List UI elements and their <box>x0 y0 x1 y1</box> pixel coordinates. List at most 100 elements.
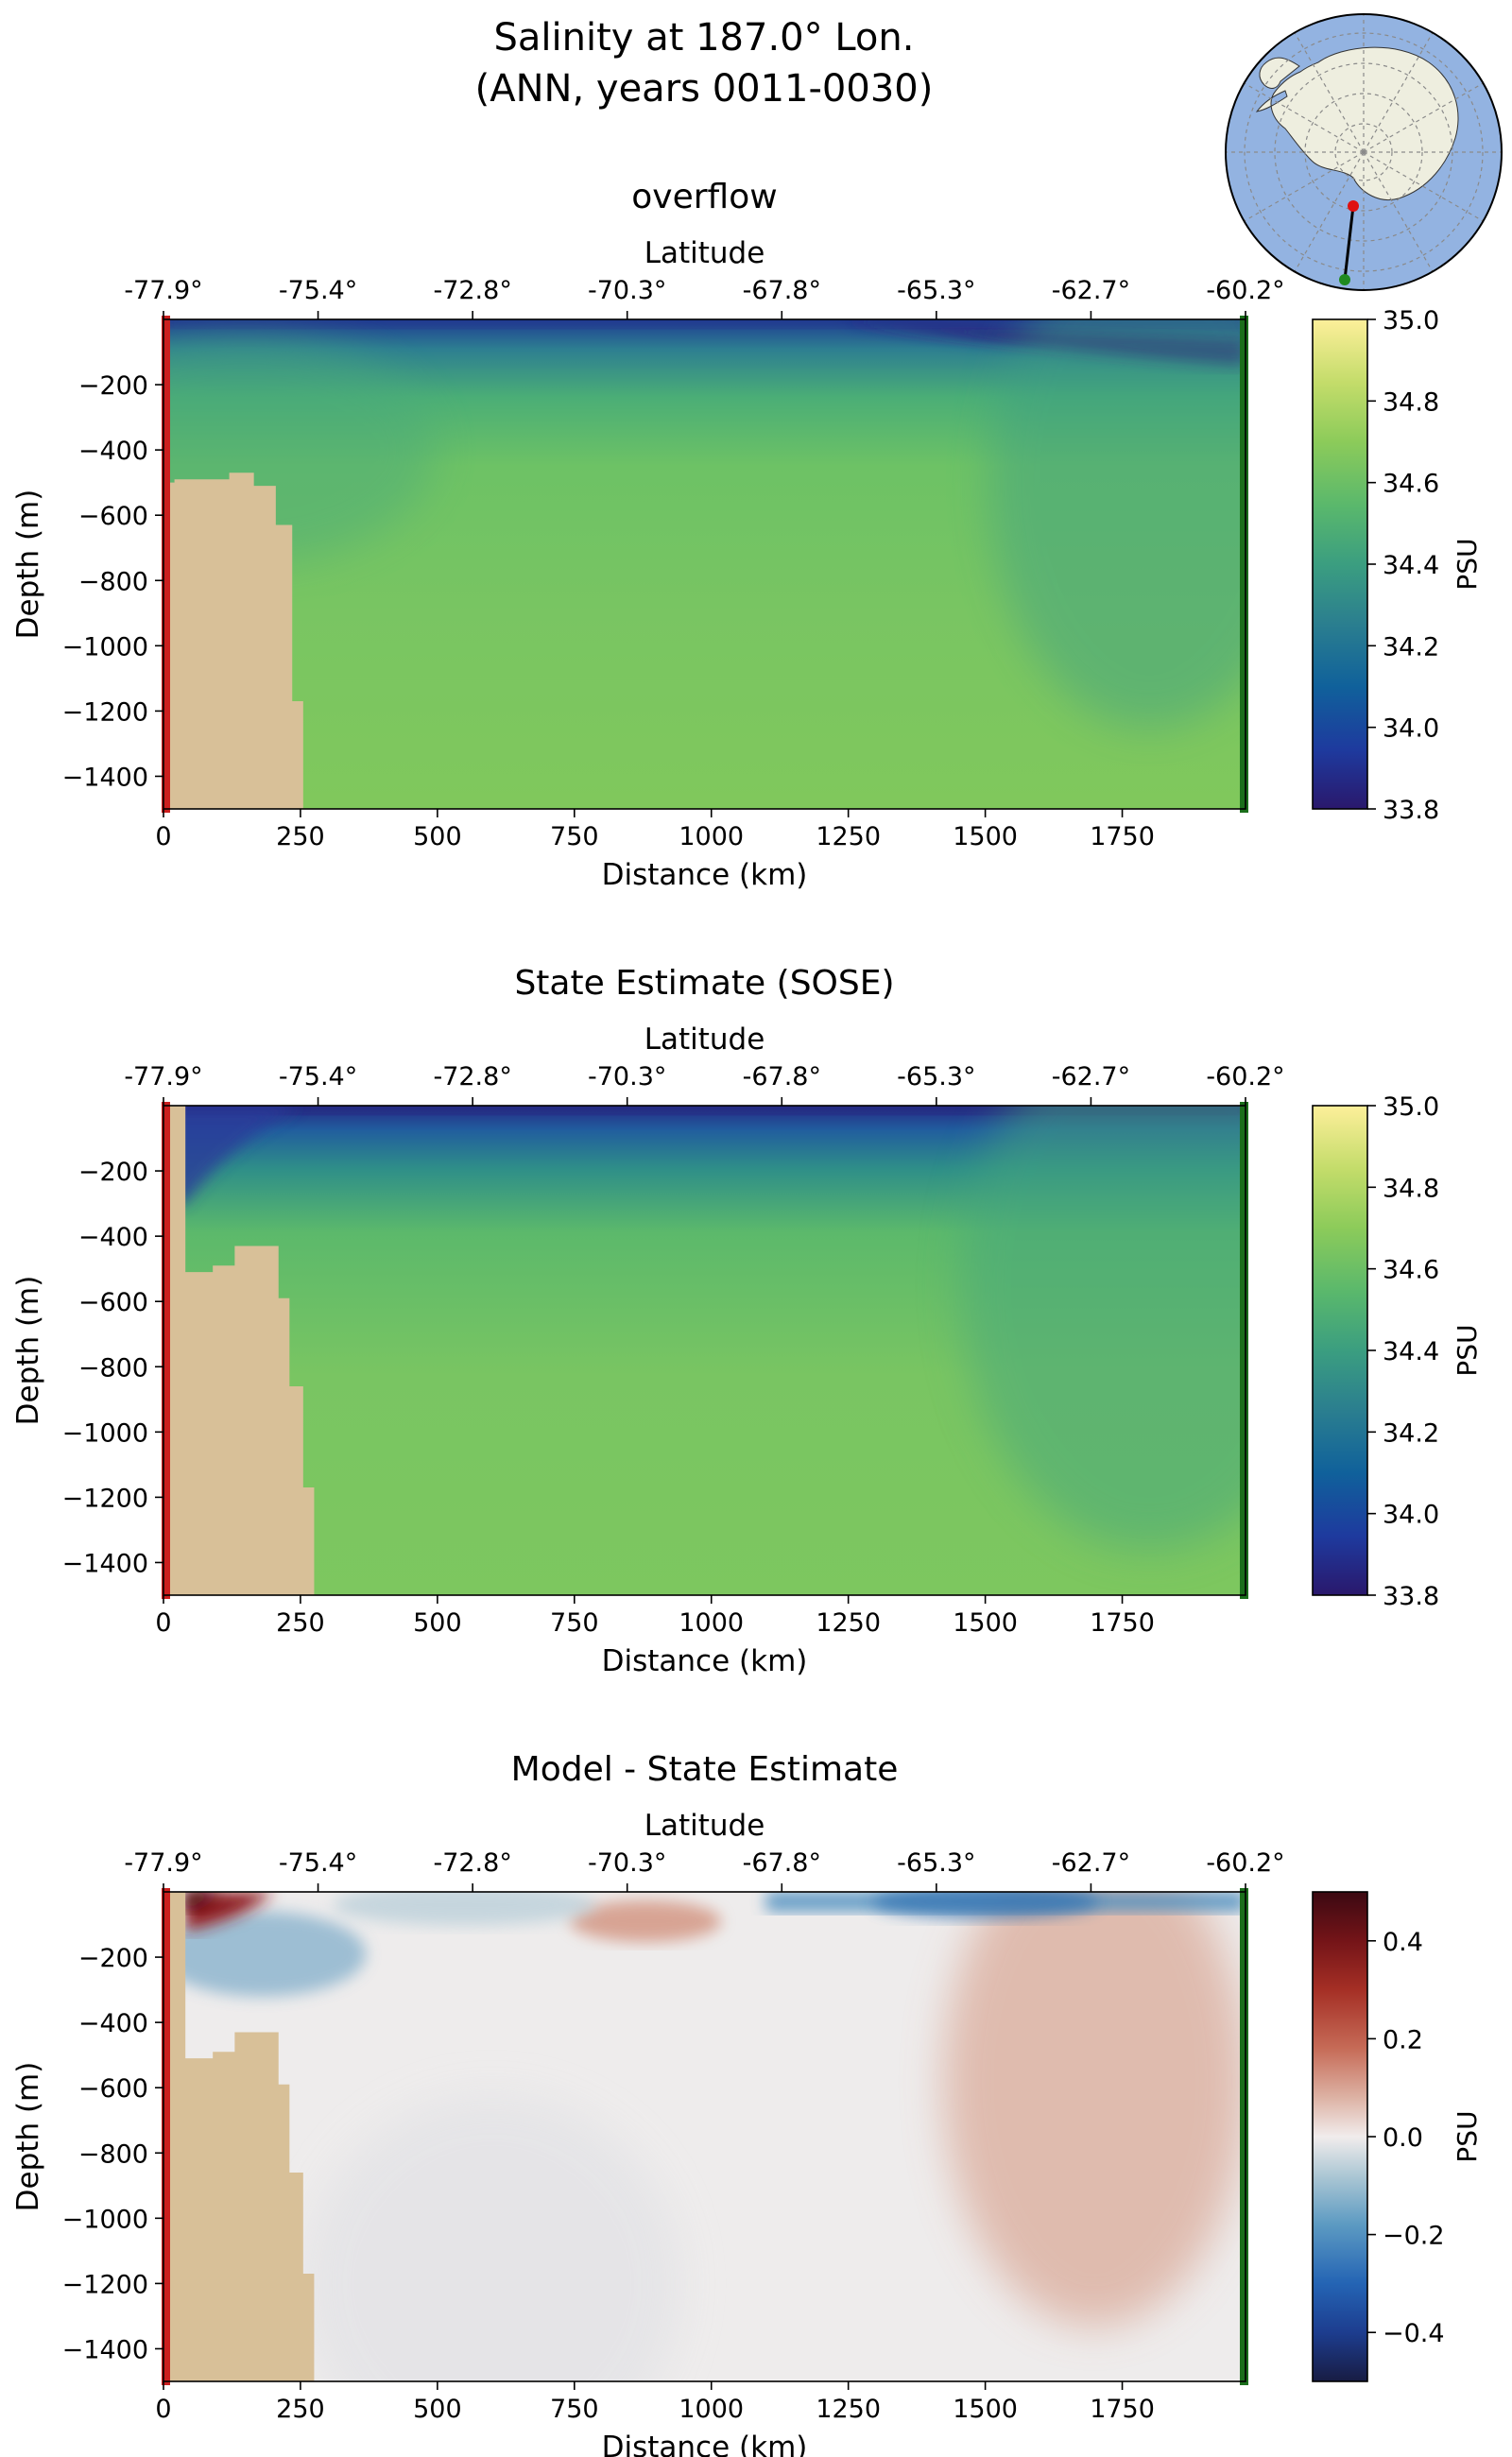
x-tick-label: 500 <box>413 1608 462 1638</box>
x-tick-label: 1500 <box>953 822 1018 851</box>
colorbar-label: PSU <box>1452 1324 1483 1376</box>
lat-tick-label: -77.9° <box>124 1848 202 1878</box>
map-parallel <box>1244 32 1484 272</box>
map-meridian <box>1294 32 1365 153</box>
lat-tick-label: -65.3° <box>897 276 975 305</box>
lat-tick-label: -67.8° <box>743 1848 821 1878</box>
colorbar-tick-label: 34.0 <box>1383 1501 1439 1530</box>
inset-map <box>1225 13 1503 291</box>
lat-tick-label: -70.3° <box>588 1062 666 1091</box>
lat-tick-label: -60.2° <box>1206 1848 1284 1878</box>
section-end-marker <box>1240 1888 1248 2385</box>
coastal-positive-core <box>185 1892 224 1912</box>
panel-title: Model - State Estimate <box>511 1750 899 1789</box>
lat-tick-label: -65.3° <box>897 1848 975 1878</box>
colorbar-label: PSU <box>1452 538 1483 590</box>
y-tick-label: −600 <box>78 502 148 531</box>
lat-tick-label: -62.7° <box>1052 1848 1130 1878</box>
colorbar-tick-label: 33.8 <box>1383 1582 1439 1611</box>
axes-frame <box>163 1105 1246 1596</box>
x-tick-label: 1250 <box>816 1608 881 1638</box>
colorbar-tick-label: 34.4 <box>1383 551 1439 580</box>
y-axis-label: Depth (m) <box>11 1276 45 1426</box>
y-tick-label: −1400 <box>62 763 148 792</box>
x-tick-label: 500 <box>413 2395 462 2424</box>
bathymetry <box>163 1892 315 2381</box>
x-axis-label: Distance (km) <box>602 858 808 892</box>
lat-tick-label: -75.4° <box>279 1848 357 1878</box>
figure-subtitle: (ANN, years 0011-0030) <box>474 67 934 111</box>
top-axis-label: Latitude <box>644 236 765 270</box>
colorbar-tick-label: 35.0 <box>1383 306 1439 335</box>
panel-title: State Estimate (SOSE) <box>514 964 894 1003</box>
panel-3: Model - State Estimate Latitude 0 250 500 750… <box>11 1750 1483 2457</box>
map-meridian <box>1244 82 1365 153</box>
colorbar-tick-label: −0.4 <box>1383 2319 1445 2348</box>
negative-surface-core <box>871 1892 1099 1919</box>
x-tick-label: 1000 <box>679 1608 744 1638</box>
lat-tick-label: -75.4° <box>279 1062 357 1091</box>
y-tick-label: −400 <box>78 437 148 466</box>
y-tick-label: −600 <box>78 1288 148 1317</box>
surface-band <box>163 319 1246 328</box>
y-tick-label: −1200 <box>62 2270 148 2299</box>
top-axis-label: Latitude <box>644 1809 765 1843</box>
antarctica <box>1255 46 1459 200</box>
lat-tick-label: -77.9° <box>124 1062 202 1091</box>
weak-anomaly <box>302 2094 681 2381</box>
section-line <box>1343 205 1355 281</box>
lat-tick-label: -67.8° <box>743 1062 821 1091</box>
x-axis-label: Distance (km) <box>602 1644 808 1678</box>
lat-tick-label: -67.8° <box>743 276 821 305</box>
y-tick-label: −1400 <box>62 1549 148 1578</box>
section-end-marker <box>1240 1102 1248 1599</box>
weak-negative-band <box>332 1892 597 1926</box>
colorbar-tick-label: 34.2 <box>1383 1418 1439 1448</box>
section-start-point <box>1348 200 1359 212</box>
panel-2: State Estimate (SOSE) Latitude 0 250 500 750 1… <box>11 964 1483 1678</box>
x-tick-label: 250 <box>276 2395 325 2424</box>
positive-anomaly <box>943 1892 1246 2328</box>
colorbar-tick-label: 34.0 <box>1383 714 1439 744</box>
x-tick-label: 750 <box>550 822 599 851</box>
x-tick-label: 1000 <box>679 822 744 851</box>
saline-core <box>960 1106 1246 1550</box>
axes-frame <box>163 318 1246 810</box>
x-tick-label: 750 <box>550 2395 599 2424</box>
y-tick-label: −1200 <box>62 697 148 727</box>
lat-tick-label: -77.9° <box>124 276 202 305</box>
colorbar-tick-label: 0.0 <box>1383 2123 1423 2153</box>
bathymetry <box>163 1106 315 1595</box>
lat-tick-label: -75.4° <box>279 276 357 305</box>
colorbar-tick-label: 35.0 <box>1383 1092 1439 1122</box>
x-tick-label: 500 <box>413 822 462 851</box>
surface-band <box>163 1106 1246 1114</box>
colorbar-tick-label: 34.6 <box>1383 470 1439 499</box>
y-tick-label: −1000 <box>62 2205 148 2234</box>
map-meridian <box>1363 151 1484 222</box>
colorbar-tick-label: 34.8 <box>1383 387 1439 417</box>
colorbar-tick-label: 34.8 <box>1383 1174 1439 1203</box>
colorbar-label: PSU <box>1452 2110 1483 2162</box>
coastal-fresh-water <box>163 1106 301 1204</box>
lat-tick-label: -62.7° <box>1052 1062 1130 1091</box>
section-start-marker <box>162 316 170 813</box>
map-meridian <box>1363 82 1484 153</box>
colorbar-tick-label: 33.8 <box>1383 796 1439 825</box>
section-start-marker <box>162 1102 170 1599</box>
map-meridian <box>1363 32 1434 153</box>
y-tick-label: −1000 <box>62 1418 148 1448</box>
map-border <box>1225 13 1503 291</box>
map-content <box>1226 14 1502 290</box>
colorbar <box>1312 1891 1368 2382</box>
x-tick-label: 1250 <box>816 2395 881 2424</box>
field <box>163 1106 1246 1595</box>
colorbar-tick-label: −0.2 <box>1383 2222 1445 2251</box>
map-meridian <box>1363 151 1434 272</box>
top-axis-label: Latitude <box>644 1022 765 1057</box>
lat-tick-label: -70.3° <box>588 1848 666 1878</box>
figure-title: Salinity at 187.0° Lon. <box>493 16 915 60</box>
x-tick-label: 1500 <box>953 1608 1018 1638</box>
